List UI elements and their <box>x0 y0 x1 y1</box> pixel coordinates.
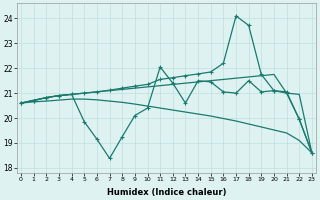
X-axis label: Humidex (Indice chaleur): Humidex (Indice chaleur) <box>107 188 226 197</box>
